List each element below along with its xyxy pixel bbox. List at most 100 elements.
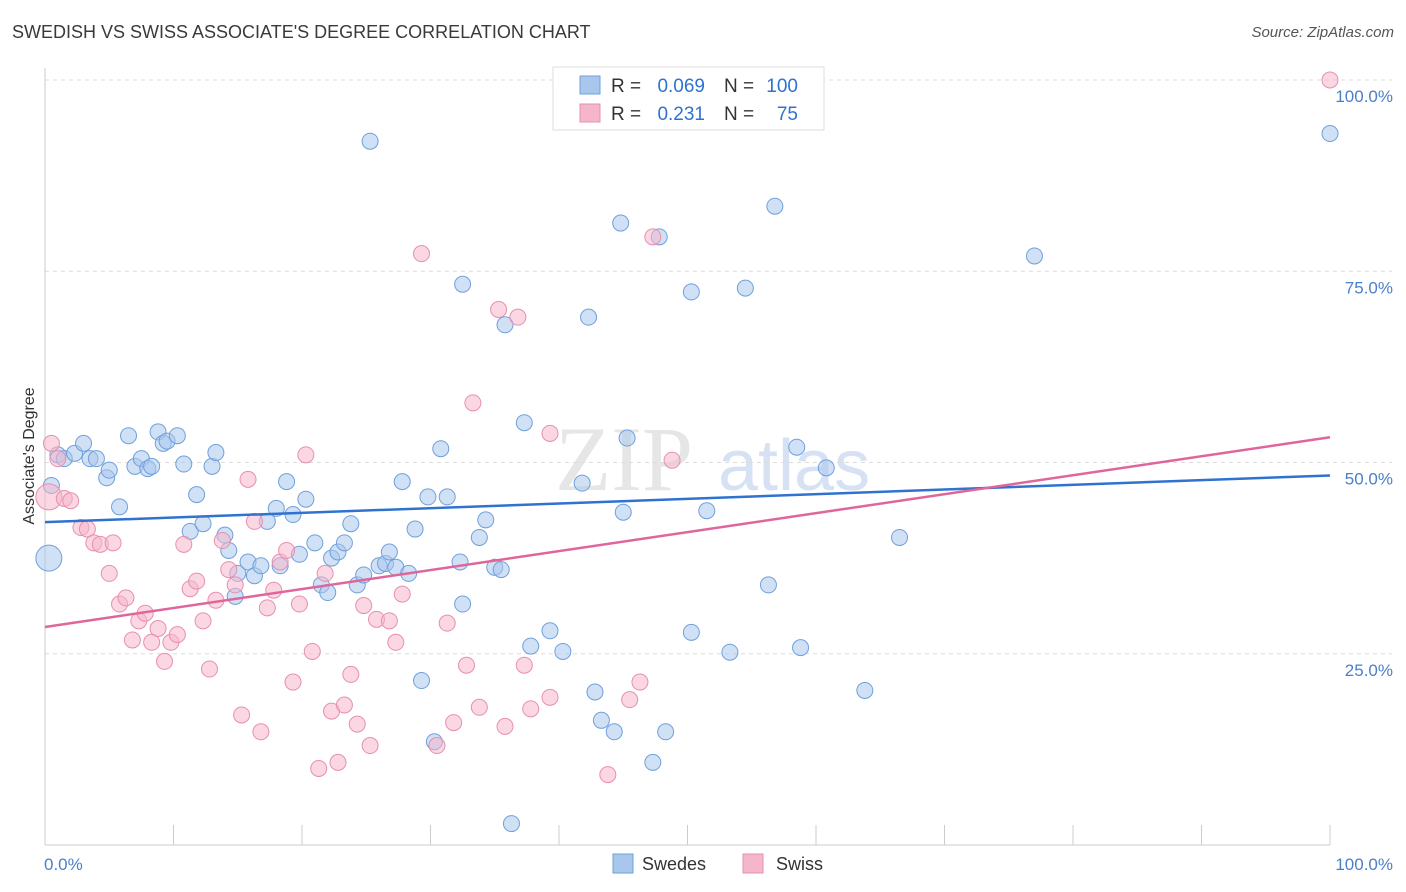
swiss-point [290, 595, 308, 613]
swiss-point [194, 612, 212, 630]
swedes-point [419, 488, 437, 506]
swiss-point [509, 308, 527, 326]
swiss-point [303, 642, 321, 660]
swedes-point [515, 414, 533, 432]
swiss-point [621, 691, 639, 709]
swedes-point [168, 427, 186, 445]
legend-swedes-label[interactable]: Swedes [642, 854, 706, 874]
swedes-point [644, 753, 662, 771]
swedes-point [614, 503, 632, 521]
swedes-point [788, 438, 806, 456]
swedes-point [454, 595, 472, 613]
swedes-point [361, 132, 379, 150]
swedes-point [766, 197, 784, 215]
swedes-point [856, 681, 874, 699]
swiss-point [62, 492, 80, 510]
swiss-point [663, 451, 681, 469]
x-tick-label-max: 100.0% [1335, 855, 1393, 874]
swedes-point [592, 711, 610, 729]
swedes-points [35, 125, 1339, 833]
swedes-point [682, 283, 700, 301]
swedes-point [188, 486, 206, 504]
swedes-point [612, 214, 630, 232]
swedes-point [496, 316, 514, 334]
swedes-point [492, 561, 510, 579]
swiss-point [258, 599, 276, 617]
series-legend: Swedes Swiss [612, 853, 823, 874]
y-tick-labels: 100.0% 75.0% 50.0% 25.0% [1335, 87, 1393, 680]
swiss-trend-line [44, 436, 1331, 629]
source-note: Source: ZipAtlas.com [1251, 24, 1394, 41]
swedes-point [406, 520, 424, 538]
swiss-point [355, 597, 373, 615]
swiss-point [252, 723, 270, 741]
swiss-point [149, 620, 167, 638]
swiss-point [428, 737, 446, 755]
swiss-point [522, 700, 540, 718]
swedes-point [891, 528, 909, 546]
swiss-points [35, 71, 1339, 784]
swiss-point [361, 737, 379, 755]
swiss-point [470, 698, 488, 716]
swedes-point [454, 275, 472, 293]
legend-swiss-swatch[interactable] [742, 853, 764, 874]
swedes-point [278, 473, 296, 491]
swiss-point [175, 535, 193, 553]
swiss-point [284, 673, 302, 691]
y-tick-label: 50.0% [1345, 470, 1393, 489]
swedes-point [502, 815, 520, 833]
swedes-point [413, 672, 431, 690]
swedes-point [586, 683, 604, 701]
swedes-n-value: 100 [766, 76, 798, 97]
swedes-point [605, 723, 623, 741]
swiss-point [117, 589, 135, 607]
swiss-point [541, 424, 559, 442]
swiss-point [123, 631, 141, 649]
swedes-point [541, 622, 559, 640]
swiss-r-value: 0.231 [657, 104, 705, 125]
swiss-point [156, 652, 174, 670]
swiss-point [413, 245, 431, 263]
swedes-point [438, 488, 456, 506]
swiss-point [168, 626, 186, 644]
swedes-point [1321, 125, 1339, 143]
swedes-point [252, 557, 270, 575]
swiss-point [213, 532, 231, 550]
swiss-point [515, 656, 533, 674]
swedes-n-label: N = [724, 76, 754, 97]
legend-swiss-label[interactable]: Swiss [776, 854, 823, 874]
swedes-point [477, 511, 495, 529]
swedes-point [207, 444, 225, 462]
swiss-point [316, 564, 334, 582]
swedes-point [111, 498, 129, 516]
swedes-point [580, 308, 598, 326]
swedes-swatch [579, 75, 601, 95]
swiss-point [387, 633, 405, 651]
swedes-point [120, 427, 138, 445]
swiss-point [445, 714, 463, 732]
swiss-point [541, 688, 559, 706]
swiss-point [200, 660, 218, 678]
swiss-point [49, 450, 67, 468]
swiss-point [265, 581, 283, 599]
x-tick-label-min: 0.0% [44, 855, 83, 874]
y-axis-label: Associate's Degree [21, 387, 38, 524]
swiss-point [380, 612, 398, 630]
swedes-point [554, 642, 572, 660]
swedes-point [393, 473, 411, 491]
swedes-point [297, 490, 315, 508]
swiss-point [100, 564, 118, 582]
watermark: ZIP atlas [555, 408, 870, 510]
swiss-point [644, 228, 662, 246]
stats-legend: R = 0.069 N = 100 R = 0.231 N = 75 [552, 66, 825, 131]
swedes-trend-line [44, 474, 1331, 524]
swedes-point [175, 455, 193, 473]
swiss-point [631, 673, 649, 691]
legend-swedes-swatch[interactable] [612, 853, 634, 874]
swedes-point [380, 543, 398, 561]
swedes-r-value: 0.069 [657, 76, 705, 97]
swedes-point [817, 459, 835, 477]
swiss-point [393, 585, 411, 603]
swedes-point [618, 429, 636, 447]
